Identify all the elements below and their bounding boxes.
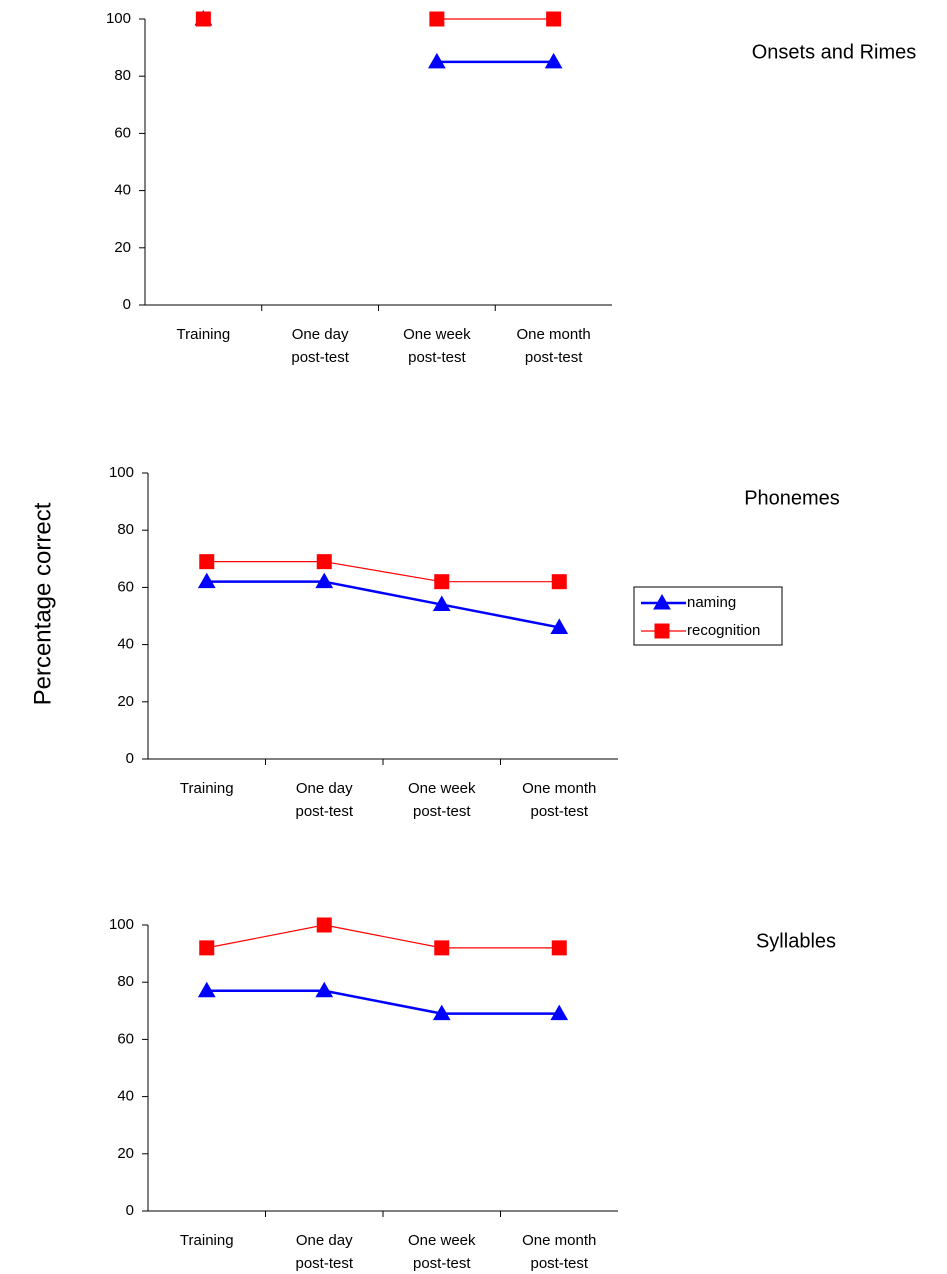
data-point-recognition bbox=[195, 11, 211, 27]
series-line-naming bbox=[324, 580, 442, 606]
y-tick-label: 0 bbox=[126, 1202, 134, 1219]
y-tick-label: 40 bbox=[117, 636, 134, 653]
data-point-recognition bbox=[551, 574, 567, 590]
y-tick-label: 0 bbox=[126, 750, 134, 767]
series-recognition bbox=[199, 917, 567, 956]
data-point-naming bbox=[432, 595, 451, 612]
y-tick-label: 40 bbox=[117, 1088, 134, 1105]
panel-onsets-and-rimes: 0 20 40 60 80 100 Training One day post-test One … bbox=[106, 10, 916, 366]
panel-title: Syllables bbox=[756, 930, 836, 952]
data-point-recognition bbox=[429, 11, 445, 27]
legend-marker-recognition bbox=[654, 623, 670, 639]
panel-phonemes: 0 20 40 60 80 100 Training One day post-test One … bbox=[109, 464, 840, 820]
x-tick-label: post-test bbox=[530, 803, 588, 820]
y-tick-label: 0 bbox=[123, 296, 131, 313]
data-point-naming bbox=[550, 1004, 569, 1021]
panel-title: Onsets and Rimes bbox=[752, 41, 917, 63]
x-tick-label: post-test bbox=[413, 803, 471, 820]
x-tick-label: One month bbox=[522, 780, 596, 797]
series-line-recognition bbox=[324, 561, 442, 583]
x-tick-label: One week bbox=[408, 780, 476, 797]
x-tick-label: One day bbox=[296, 780, 353, 797]
data-point-naming bbox=[197, 981, 216, 998]
x-tick-label: One day bbox=[296, 1232, 353, 1249]
y-tick-label: 60 bbox=[117, 1030, 134, 1047]
data-point-recognition bbox=[316, 554, 332, 570]
panel-syllables: 0 20 40 60 80 100 Training One day post-test One … bbox=[109, 916, 836, 1272]
x-tick-label: post-test bbox=[413, 1255, 471, 1272]
y-tick-label: 20 bbox=[117, 693, 134, 710]
series-naming bbox=[197, 981, 569, 1021]
x-tick-label: post-test bbox=[525, 349, 583, 366]
data-point-recognition bbox=[551, 940, 567, 956]
x-tick-label: One month bbox=[522, 1232, 596, 1249]
x-tick-label: post-test bbox=[295, 803, 353, 820]
x-tick-label: One month bbox=[517, 326, 591, 343]
x-tick-label: Training bbox=[180, 1232, 234, 1249]
series-line-naming bbox=[324, 989, 442, 1015]
legend-label-recognition: recognition bbox=[687, 622, 760, 639]
x-tick-label: One day bbox=[292, 326, 349, 343]
data-point-recognition bbox=[434, 574, 450, 590]
data-point-recognition bbox=[199, 554, 215, 570]
legend-marker-naming bbox=[653, 593, 671, 610]
data-point-naming bbox=[315, 981, 334, 998]
x-tick-label: post-test bbox=[408, 349, 466, 366]
x-tick-label: post-test bbox=[530, 1255, 588, 1272]
data-point-recognition bbox=[546, 11, 562, 27]
panel-title: Phonemes bbox=[744, 487, 840, 509]
data-point-naming bbox=[432, 1004, 451, 1021]
y-tick-label: 20 bbox=[114, 239, 131, 256]
x-tick-label: Training bbox=[180, 780, 234, 797]
x-tick-label: post-test bbox=[295, 1255, 353, 1272]
legend-label-naming: naming bbox=[687, 594, 736, 611]
x-tick-label: One week bbox=[408, 1232, 476, 1249]
series-line-recognition bbox=[324, 924, 442, 949]
y-tick-label: 80 bbox=[117, 973, 134, 990]
data-point-recognition bbox=[199, 940, 215, 956]
y-axis-label: Percentage correct bbox=[29, 502, 56, 705]
y-tick-label: 60 bbox=[117, 578, 134, 595]
y-tick-label: 60 bbox=[114, 124, 131, 141]
y-tick-label: 100 bbox=[109, 916, 134, 933]
series-line-naming bbox=[441, 603, 560, 629]
data-point-naming bbox=[544, 52, 563, 69]
y-tick-label: 100 bbox=[106, 10, 131, 27]
series-recognition bbox=[199, 554, 567, 590]
legend: naming recognition bbox=[633, 586, 783, 646]
data-point-naming bbox=[315, 572, 334, 589]
y-tick-label: 40 bbox=[114, 182, 131, 199]
series-naming bbox=[197, 572, 569, 634]
y-tick-label: 80 bbox=[114, 67, 131, 84]
x-tick-label: One week bbox=[403, 326, 471, 343]
series-recognition bbox=[195, 11, 562, 27]
data-point-naming bbox=[550, 618, 569, 634]
y-tick-label: 20 bbox=[117, 1145, 134, 1162]
data-point-naming bbox=[428, 52, 446, 69]
data-point-recognition bbox=[316, 917, 332, 933]
x-tick-label: post-test bbox=[291, 349, 349, 366]
data-point-naming bbox=[197, 572, 216, 589]
y-tick-label: 100 bbox=[109, 464, 134, 481]
data-point-recognition bbox=[434, 940, 450, 956]
x-tick-label: Training bbox=[177, 326, 231, 343]
series-line-recognition bbox=[206, 924, 325, 949]
y-tick-label: 80 bbox=[117, 521, 134, 538]
